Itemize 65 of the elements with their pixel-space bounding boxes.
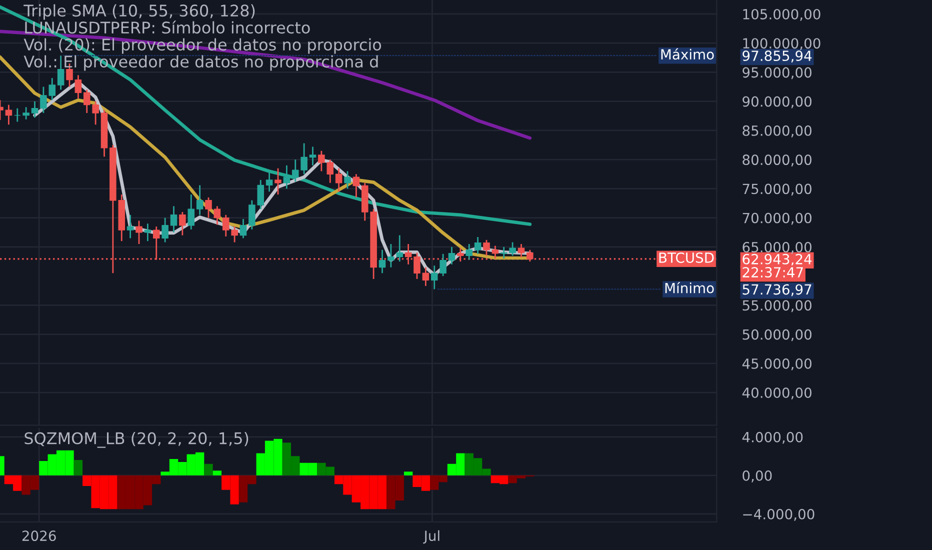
y-tick-label: 65.000,00	[742, 242, 812, 254]
y-tick-label: 62.943,24	[742, 254, 812, 266]
text: 22:37:47	[742, 267, 803, 278]
candlestick	[214, 205, 221, 226]
y-tick-label: −4.000,00	[743, 508, 814, 521]
bar	[204, 464, 213, 476]
y-tick-label: 40.000,00	[742, 388, 812, 400]
candlestick	[196, 184, 204, 216]
candlestick	[188, 194, 195, 230]
candlestick	[483, 239, 490, 256]
candlestick	[162, 217, 168, 243]
candlestick	[492, 245, 499, 260]
candlestick	[448, 246, 456, 266]
y-tick-label: 70.000,00	[742, 212, 812, 225]
candlestick	[344, 170, 351, 190]
candlestick	[144, 222, 152, 242]
annotation: Máximo	[661, 48, 714, 60]
y-tick-label: 85.000,00	[742, 125, 812, 138]
candlestick	[74, 74, 82, 100]
candlestick	[22, 106, 30, 120]
bar	[212, 470, 222, 476]
candlestick	[5, 104, 12, 126]
candlestick	[352, 173, 360, 198]
bar	[404, 472, 413, 476]
y-tick-label: 45.000,00	[742, 358, 812, 370]
y-tick-label: 0,00	[742, 470, 772, 482]
candlestick	[205, 196, 212, 219]
candlestick	[240, 218, 247, 239]
candlestick	[518, 243, 525, 258]
y-tick-label: 4.000,00	[742, 432, 803, 444]
annotation: Mínimo	[665, 282, 714, 294]
y-tick-label: 75.000,00	[742, 184, 812, 196]
y-tick-label: 55.000,00	[742, 300, 812, 312]
y-tick-label: 80.000,00	[742, 154, 812, 166]
candlestick	[457, 247, 464, 262]
candlestick	[378, 249, 386, 274]
candlestick	[179, 211, 186, 236]
bar	[74, 460, 83, 476]
y-tick-label: 57.736,97	[742, 284, 812, 296]
candlestick	[126, 214, 134, 239]
y-tick-label: 90.000,00	[742, 96, 812, 108]
y-tick-label: 105.000,00	[743, 8, 820, 21]
y-tick-label: 95.000,00	[742, 67, 812, 80]
candlestick	[335, 168, 342, 192]
candlestick	[14, 108, 21, 122]
candlestick	[31, 100, 38, 118]
candlestick	[466, 243, 473, 260]
candlestick	[474, 236, 482, 255]
x-tick-label: Jul	[423, 530, 440, 544]
line-series	[0, 5, 532, 226]
candlestick	[274, 168, 282, 196]
y-tick-label: 100.000,00	[743, 38, 820, 50]
candlestick	[57, 54, 64, 90]
y-tick-label: 50.000,00	[742, 329, 812, 342]
candlestick	[422, 266, 430, 287]
candlestick	[309, 146, 316, 166]
x-tick-label: 2026	[22, 530, 56, 542]
chart-title: SQZMOM_LB (20, 2, 20, 1,5)	[24, 432, 248, 448]
y-tick-label: 97.855,94	[742, 50, 812, 62]
ref-line-label: BTCUSD	[659, 252, 714, 263]
candlestick	[170, 205, 178, 234]
candlestick	[283, 164, 290, 190]
candlestick	[266, 170, 273, 192]
chart-title: Triple SMA (10, 55, 360, 128)	[24, 4, 255, 20]
candlestick	[136, 220, 142, 245]
